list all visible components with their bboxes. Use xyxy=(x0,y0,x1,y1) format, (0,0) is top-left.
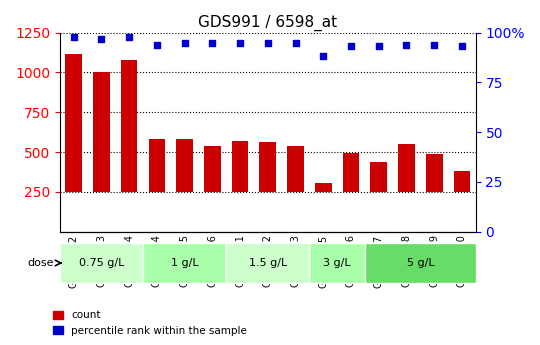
Point xyxy=(264,40,272,45)
Point xyxy=(153,42,161,47)
Point xyxy=(374,44,383,49)
Text: 3 g/L: 3 g/L xyxy=(323,258,351,268)
Title: GDS991 / 6598_at: GDS991 / 6598_at xyxy=(198,15,338,31)
Text: 1 g/L: 1 g/L xyxy=(171,258,198,268)
Bar xyxy=(454,171,470,192)
Bar xyxy=(287,146,304,192)
Text: 1.5 g/L: 1.5 g/L xyxy=(249,258,287,268)
FancyBboxPatch shape xyxy=(143,243,226,283)
Point xyxy=(180,40,189,45)
Bar xyxy=(260,142,276,192)
Point xyxy=(125,34,133,39)
Bar xyxy=(398,144,415,192)
Bar xyxy=(93,72,110,192)
Bar xyxy=(176,138,193,192)
Bar xyxy=(370,161,387,192)
Point xyxy=(319,54,328,59)
Legend: count, percentile rank within the sample: count, percentile rank within the sample xyxy=(49,306,251,340)
Bar xyxy=(232,141,248,192)
Point xyxy=(291,40,300,45)
Point xyxy=(97,36,106,41)
Text: 5 g/L: 5 g/L xyxy=(407,258,434,268)
FancyBboxPatch shape xyxy=(226,243,309,283)
Point xyxy=(236,40,245,45)
Text: 0.75 g/L: 0.75 g/L xyxy=(79,258,124,268)
Point xyxy=(347,44,355,49)
Point xyxy=(70,34,78,39)
Bar xyxy=(343,153,359,192)
FancyBboxPatch shape xyxy=(309,243,365,283)
Text: dose: dose xyxy=(28,258,55,268)
Bar xyxy=(65,54,82,192)
Bar xyxy=(204,147,221,192)
Point xyxy=(457,44,466,49)
Point xyxy=(402,42,411,47)
Bar xyxy=(315,183,332,192)
Point xyxy=(208,40,217,45)
Bar xyxy=(148,139,165,192)
Point xyxy=(430,42,438,47)
Bar xyxy=(426,154,442,192)
FancyBboxPatch shape xyxy=(60,243,143,283)
FancyBboxPatch shape xyxy=(365,243,476,283)
Bar xyxy=(121,60,138,192)
